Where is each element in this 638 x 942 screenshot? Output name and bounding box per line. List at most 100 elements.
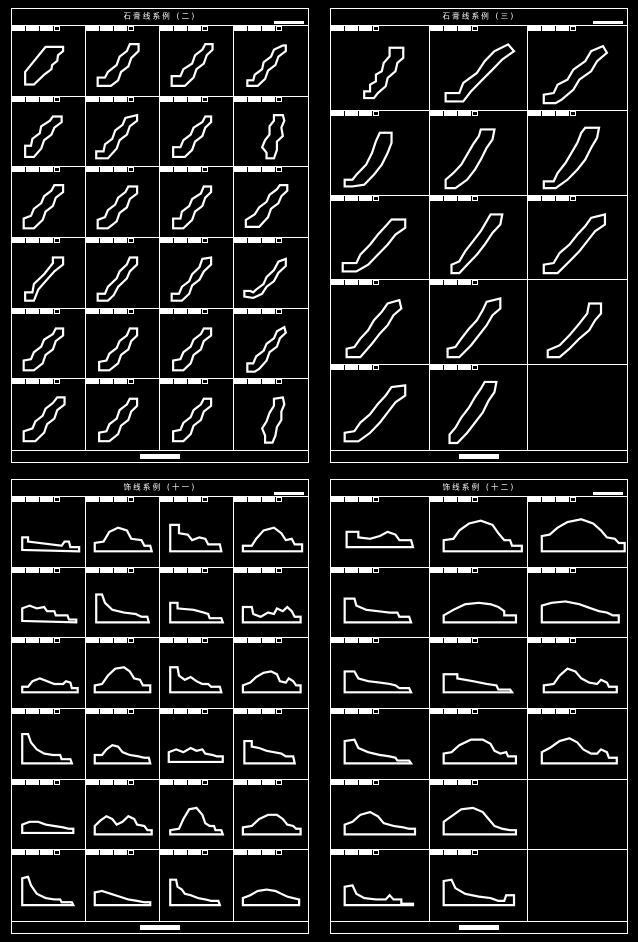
profile-cell[interactable] — [160, 96, 234, 168]
profile-cell[interactable] — [12, 167, 86, 238]
profile-cell[interactable] — [234, 379, 308, 450]
profile-cell[interactable] — [160, 167, 234, 238]
cell-label-bar[interactable] — [331, 850, 379, 856]
profile-cell[interactable] — [86, 638, 160, 709]
profile-cell[interactable] — [429, 638, 529, 709]
profile-cell[interactable] — [331, 26, 430, 111]
profile-cell[interactable] — [12, 308, 86, 380]
profile-cell[interactable] — [528, 195, 627, 281]
cell-label-bar[interactable] — [429, 365, 478, 371]
profile-cell[interactable] — [528, 497, 627, 568]
profile-cell[interactable] — [160, 779, 234, 851]
profile-cell[interactable] — [331, 779, 430, 851]
cell-label-bar[interactable] — [429, 195, 478, 201]
profile-cell[interactable] — [331, 195, 430, 281]
cell-label-bar[interactable] — [86, 26, 134, 31]
cell-label-bar[interactable] — [160, 567, 208, 573]
profile-cell[interactable] — [86, 850, 160, 921]
profile-cell[interactable] — [12, 567, 86, 639]
profile-cell[interactable] — [331, 567, 430, 639]
profile-cell[interactable] — [160, 708, 234, 780]
profile-cell[interactable] — [234, 497, 308, 568]
cell-label-bar[interactable] — [429, 567, 478, 573]
cell-label-bar[interactable] — [86, 308, 134, 314]
cell-label-bar[interactable] — [429, 26, 478, 31]
profile-cell[interactable] — [86, 167, 160, 238]
profile-cell[interactable] — [234, 26, 308, 97]
profile-cell[interactable] — [234, 850, 308, 921]
cell-label-bar[interactable] — [12, 850, 60, 856]
cell-label-bar[interactable] — [160, 497, 208, 502]
cell-label-bar[interactable] — [331, 708, 379, 714]
cell-label-bar[interactable] — [429, 497, 478, 502]
profile-cell[interactable] — [86, 379, 160, 450]
cell-label-bar[interactable] — [429, 850, 478, 856]
profile-cell[interactable] — [12, 638, 86, 709]
profile-cell[interactable] — [86, 308, 160, 380]
profile-cell[interactable] — [86, 779, 160, 851]
cell-label-bar[interactable] — [234, 26, 282, 31]
cell-label-bar[interactable] — [234, 308, 282, 314]
cell-label-bar[interactable] — [331, 195, 379, 201]
cell-label-bar[interactable] — [86, 567, 134, 573]
cell-label-bar[interactable] — [528, 638, 577, 644]
profile-cell[interactable] — [160, 567, 234, 639]
profile-cell[interactable] — [429, 110, 529, 196]
profile-cell[interactable] — [528, 708, 627, 780]
cell-label-bar[interactable] — [160, 638, 208, 644]
cell-label-bar[interactable] — [528, 708, 577, 714]
cell-label-bar[interactable] — [86, 497, 134, 502]
cell-label-bar[interactable] — [234, 96, 282, 102]
profile-cell[interactable] — [86, 96, 160, 168]
profile-cell[interactable] — [331, 110, 430, 196]
cell-label-bar[interactable] — [234, 638, 282, 644]
profile-cell[interactable] — [160, 850, 234, 921]
cell-label-bar[interactable] — [160, 26, 208, 31]
profile-cell-empty[interactable] — [528, 779, 627, 851]
cell-label-bar[interactable] — [234, 167, 282, 173]
cell-label-bar[interactable] — [86, 708, 134, 714]
profile-cell[interactable] — [12, 379, 86, 450]
profile-cell[interactable] — [528, 110, 627, 196]
cell-label-bar[interactable] — [12, 567, 60, 573]
profile-cell[interactable] — [86, 237, 160, 309]
cell-label-bar[interactable] — [429, 708, 478, 714]
cell-label-bar[interactable] — [86, 379, 134, 385]
profile-cell[interactable] — [234, 237, 308, 309]
profile-cell[interactable] — [429, 365, 529, 450]
cell-label-bar[interactable] — [12, 708, 60, 714]
cell-label-bar[interactable] — [160, 850, 208, 856]
profile-cell[interactable] — [429, 850, 529, 921]
cell-label-bar[interactable] — [429, 280, 478, 286]
profile-cell[interactable] — [160, 638, 234, 709]
cell-label-bar[interactable] — [86, 850, 134, 856]
profile-cell[interactable] — [331, 280, 430, 366]
cell-label-bar[interactable] — [234, 708, 282, 714]
profile-cell[interactable] — [12, 237, 86, 309]
profile-cell[interactable] — [429, 26, 529, 111]
profile-cell[interactable] — [331, 497, 430, 568]
profile-cell[interactable] — [160, 237, 234, 309]
cell-label-bar[interactable] — [86, 638, 134, 644]
profile-cell[interactable] — [234, 638, 308, 709]
profile-cell[interactable] — [331, 850, 430, 921]
cell-label-bar[interactable] — [234, 379, 282, 385]
profile-cell[interactable] — [12, 497, 86, 568]
profile-cell[interactable] — [528, 567, 627, 639]
cell-label-bar[interactable] — [331, 110, 379, 116]
cell-label-bar[interactable] — [160, 308, 208, 314]
profile-cell[interactable] — [160, 379, 234, 450]
cell-label-bar[interactable] — [528, 110, 577, 116]
cell-label-bar[interactable] — [12, 308, 60, 314]
profile-cell[interactable] — [234, 567, 308, 639]
cell-label-bar[interactable] — [331, 280, 379, 286]
cell-label-bar[interactable] — [331, 567, 379, 573]
profile-cell[interactable] — [12, 96, 86, 168]
cell-label-bar[interactable] — [12, 96, 60, 102]
cell-label-bar[interactable] — [12, 497, 60, 502]
cell-label-bar[interactable] — [12, 638, 60, 644]
profile-cell[interactable] — [331, 708, 430, 780]
cell-label-bar[interactable] — [331, 638, 379, 644]
profile-cell[interactable] — [429, 567, 529, 639]
cell-label-bar[interactable] — [160, 96, 208, 102]
